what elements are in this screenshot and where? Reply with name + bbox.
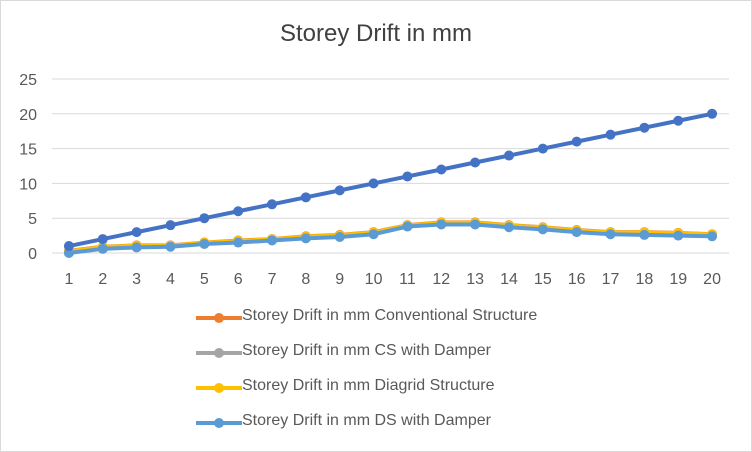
- legend-label: Storey Drift in mm Conventional Structur…: [242, 307, 538, 324]
- series-4-point: [605, 129, 616, 140]
- series-4-point: [334, 185, 345, 196]
- series-3-point: [673, 230, 684, 241]
- chart-title: Storey Drift in mm: [279, 20, 473, 47]
- x-tick-label: 13: [466, 271, 484, 288]
- series-3-point: [267, 235, 278, 246]
- x-tick-label: 19: [669, 271, 687, 288]
- series-3-point: [165, 241, 176, 252]
- x-tick-label: 15: [534, 271, 552, 288]
- x-tick-label: 2: [98, 271, 107, 288]
- legend-swatch: [196, 418, 242, 428]
- x-tick-label: 16: [568, 271, 586, 288]
- series-3-point: [639, 229, 650, 240]
- series-4-point: [131, 227, 142, 238]
- series-line-4: [66, 111, 715, 249]
- x-tick-label: 5: [200, 271, 209, 288]
- x-tick-label: 11: [399, 271, 416, 288]
- legend-swatch: [196, 348, 242, 358]
- series-3-point: [571, 227, 582, 238]
- series-3-point: [368, 229, 379, 240]
- series-4-point: [639, 122, 650, 133]
- x-tick-label: 17: [602, 271, 620, 288]
- x-tick-label: 6: [234, 271, 243, 288]
- legend-swatch-marker: [214, 348, 224, 358]
- y-tick-label: 25: [19, 72, 37, 89]
- y-tick-label: 10: [19, 176, 37, 193]
- x-tick-label: 4: [166, 271, 175, 288]
- series-4-point: [267, 199, 278, 210]
- series-4-point: [503, 150, 514, 161]
- series-3-point: [334, 231, 345, 242]
- series-4-point: [537, 143, 548, 154]
- series-3-point: [707, 231, 718, 242]
- x-tick-label: 3: [132, 271, 141, 288]
- y-tick-label: 20: [19, 107, 37, 124]
- series-3-point: [97, 243, 108, 254]
- x-tick-label: 14: [500, 271, 518, 288]
- series-3-point: [63, 248, 74, 258]
- x-tick-label: 18: [635, 271, 653, 288]
- series-4-point: [199, 213, 210, 224]
- legend-label: Storey Drift in mm CS with Damper: [242, 342, 491, 359]
- series-4-point: [300, 192, 311, 203]
- series-3-point: [537, 224, 548, 235]
- x-tick-label: 20: [703, 271, 721, 288]
- series-4-point: [571, 136, 582, 147]
- series-4-point: [165, 220, 176, 231]
- series-3-point: [436, 219, 447, 230]
- y-tick-label: 0: [28, 246, 37, 263]
- y-tick-label: 5: [28, 211, 37, 228]
- y-tick-label: 15: [19, 142, 37, 159]
- series-3-point: [233, 237, 244, 248]
- series-4-point: [470, 157, 481, 168]
- series-3-point: [470, 219, 481, 230]
- series-line-3: [66, 222, 715, 255]
- series-3-point: [199, 238, 210, 249]
- x-tick-label: 7: [268, 271, 277, 288]
- x-tick-label: 8: [301, 271, 310, 288]
- x-tick-label: 10: [365, 271, 383, 288]
- legend-swatch-marker: [214, 383, 224, 393]
- legend-swatch-marker: [214, 313, 224, 323]
- series-4-point: [707, 108, 718, 119]
- legend-label: Storey Drift in mm DS with Damper: [242, 412, 491, 429]
- legend-label: Storey Drift in mm Diagrid Structure: [242, 377, 495, 394]
- series-3-point: [605, 229, 616, 240]
- series-4-point: [63, 241, 74, 252]
- series-3-point: [402, 221, 413, 232]
- x-tick-label: 12: [432, 271, 450, 288]
- series-4-point: [233, 206, 244, 217]
- legend-swatch-marker: [214, 418, 224, 428]
- series-4-point: [673, 115, 684, 126]
- x-tick-label: 9: [335, 271, 344, 288]
- series-3-point: [300, 233, 311, 244]
- series-3-point: [503, 222, 514, 233]
- legend-swatch: [196, 313, 242, 323]
- series-4-point: [436, 164, 447, 175]
- series-3-point: [131, 242, 142, 253]
- legend-swatch: [196, 383, 242, 393]
- series-4-point: [402, 171, 413, 182]
- x-tick-label: 1: [64, 271, 73, 288]
- series-4-point: [97, 234, 108, 245]
- series-4-point: [368, 178, 379, 189]
